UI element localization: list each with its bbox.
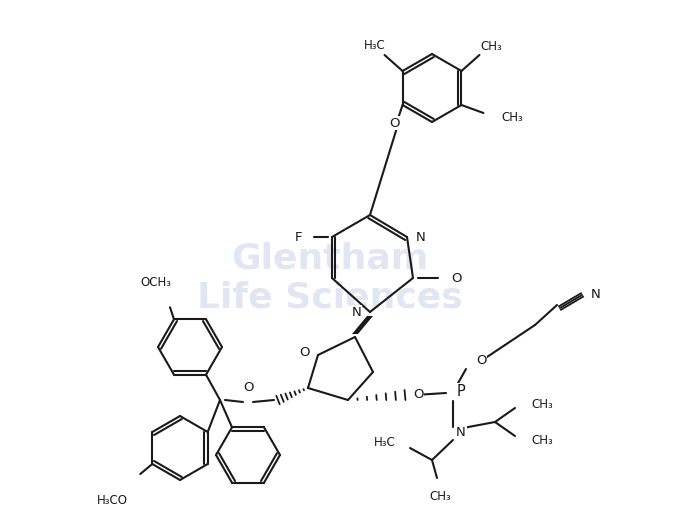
Text: H₃CO: H₃CO — [97, 494, 128, 507]
Text: CH₃: CH₃ — [429, 490, 451, 503]
Polygon shape — [352, 316, 373, 334]
Text: O: O — [451, 271, 461, 284]
Text: OCH₃: OCH₃ — [141, 276, 171, 289]
Text: CH₃: CH₃ — [480, 40, 503, 53]
Text: O: O — [243, 381, 253, 394]
Text: CH₃: CH₃ — [501, 111, 523, 124]
Text: N: N — [591, 288, 601, 301]
Text: CH₃: CH₃ — [531, 397, 553, 410]
Text: Glentham
Life Sciences: Glentham Life Sciences — [197, 241, 463, 315]
Text: CH₃: CH₃ — [531, 434, 553, 447]
Text: N: N — [456, 425, 466, 438]
Text: O: O — [389, 116, 400, 129]
Text: N: N — [351, 306, 361, 318]
Text: N: N — [416, 230, 426, 243]
Text: H₃C: H₃C — [374, 436, 396, 449]
Text: O: O — [299, 345, 310, 358]
Text: O: O — [413, 388, 423, 401]
Text: H₃C: H₃C — [364, 38, 386, 51]
Text: O: O — [476, 354, 487, 367]
Text: P: P — [457, 384, 466, 398]
Text: F: F — [294, 230, 302, 243]
